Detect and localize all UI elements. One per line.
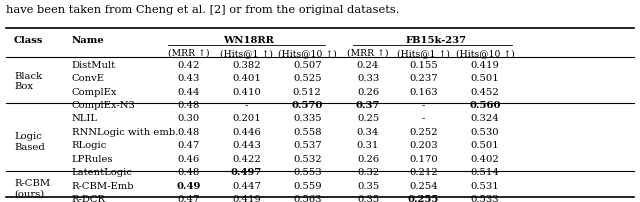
Text: 0.402: 0.402 (471, 155, 499, 164)
Text: 0.401: 0.401 (232, 74, 261, 83)
Text: 0.37: 0.37 (356, 101, 380, 110)
Text: 0.530: 0.530 (471, 128, 499, 137)
Text: 0.26: 0.26 (357, 88, 379, 97)
Text: 0.47: 0.47 (178, 141, 200, 150)
Text: LatentLogic: LatentLogic (72, 168, 132, 177)
Text: ComplEx: ComplEx (72, 88, 117, 97)
Text: 0.43: 0.43 (178, 74, 200, 83)
Text: 0.497: 0.497 (231, 168, 262, 177)
Text: 0.237: 0.237 (410, 74, 438, 83)
Text: 0.254: 0.254 (410, 182, 438, 190)
Text: 0.559: 0.559 (293, 182, 321, 190)
Text: LPRules: LPRules (72, 155, 113, 164)
Text: (MRR ↑): (MRR ↑) (168, 49, 210, 58)
Text: 0.324: 0.324 (471, 114, 499, 123)
Text: 0.382: 0.382 (232, 61, 260, 70)
Text: 0.44: 0.44 (177, 88, 200, 97)
Text: -: - (422, 114, 426, 123)
Text: 0.501: 0.501 (471, 141, 499, 150)
Text: 0.46: 0.46 (178, 155, 200, 164)
Text: RLogic: RLogic (72, 141, 107, 150)
Text: 0.203: 0.203 (410, 141, 438, 150)
Text: 0.25: 0.25 (357, 114, 379, 123)
Text: 0.252: 0.252 (410, 128, 438, 137)
Text: Class: Class (14, 36, 44, 45)
Text: 0.30: 0.30 (178, 114, 200, 123)
Text: 0.531: 0.531 (471, 182, 499, 190)
Text: 0.32: 0.32 (357, 168, 379, 177)
Text: 0.533: 0.533 (471, 195, 499, 202)
Text: 0.525: 0.525 (293, 74, 321, 83)
Text: FB15k-237: FB15k-237 (406, 36, 467, 45)
Text: 0.419: 0.419 (232, 195, 261, 202)
Text: 0.163: 0.163 (410, 88, 438, 97)
Text: 0.255: 0.255 (408, 195, 440, 202)
Text: Logic
Based: Logic Based (14, 132, 45, 152)
Text: Name: Name (72, 36, 104, 45)
Text: ComplEx-N3: ComplEx-N3 (72, 101, 136, 110)
Text: -: - (422, 101, 426, 110)
Text: 0.42: 0.42 (178, 61, 200, 70)
Text: 0.335: 0.335 (293, 114, 321, 123)
Text: (MRR ↑): (MRR ↑) (347, 49, 389, 58)
Text: 0.155: 0.155 (410, 61, 438, 70)
Text: (Hits@1 ↑): (Hits@1 ↑) (220, 49, 273, 58)
Text: 0.558: 0.558 (293, 128, 321, 137)
Text: 0.537: 0.537 (293, 141, 321, 150)
Text: 0.501: 0.501 (471, 74, 499, 83)
Text: 0.31: 0.31 (357, 141, 379, 150)
Text: 0.447: 0.447 (232, 182, 261, 190)
Text: 0.443: 0.443 (232, 141, 261, 150)
Text: 0.410: 0.410 (232, 88, 261, 97)
Text: 0.212: 0.212 (410, 168, 438, 177)
Text: 0.47: 0.47 (178, 195, 200, 202)
Text: 0.514: 0.514 (470, 168, 500, 177)
Text: Black
Box: Black Box (14, 72, 42, 91)
Text: ConvE: ConvE (72, 74, 105, 83)
Text: 0.33: 0.33 (357, 74, 379, 83)
Text: (Hits@1 ↑): (Hits@1 ↑) (397, 49, 450, 58)
Text: 0.170: 0.170 (410, 155, 438, 164)
Text: 0.48: 0.48 (178, 128, 200, 137)
Text: 0.49: 0.49 (177, 182, 201, 190)
Text: 0.34: 0.34 (357, 128, 379, 137)
Text: 0.35: 0.35 (357, 182, 379, 190)
Text: 0.35: 0.35 (357, 195, 379, 202)
Text: (Hits@10 ↑): (Hits@10 ↑) (456, 49, 515, 58)
Text: 0.512: 0.512 (293, 88, 321, 97)
Text: 0.48: 0.48 (178, 168, 200, 177)
Text: DistMult: DistMult (72, 61, 116, 70)
Text: 0.563: 0.563 (293, 195, 321, 202)
Text: have been taken from Cheng et al. [2] or from the original datasets.: have been taken from Cheng et al. [2] or… (6, 5, 400, 15)
Text: RNNLogic with emb.: RNNLogic with emb. (72, 128, 178, 137)
Text: 0.422: 0.422 (232, 155, 260, 164)
Text: 0.26: 0.26 (357, 155, 379, 164)
Text: 0.201: 0.201 (232, 114, 260, 123)
Text: R-CBM
(ours): R-CBM (ours) (14, 179, 50, 199)
Text: R-DCR: R-DCR (72, 195, 106, 202)
Text: 0.24: 0.24 (357, 61, 379, 70)
Text: NLIL: NLIL (72, 114, 98, 123)
Text: 0.419: 0.419 (470, 61, 500, 70)
Text: 0.570: 0.570 (291, 101, 323, 110)
Text: 0.507: 0.507 (293, 61, 321, 70)
Text: 0.553: 0.553 (293, 168, 321, 177)
Text: WN18RR: WN18RR (223, 36, 274, 45)
Text: -: - (244, 101, 248, 110)
Text: (Hits@10 ↑): (Hits@10 ↑) (278, 49, 337, 58)
Text: 0.532: 0.532 (293, 155, 321, 164)
Text: 0.446: 0.446 (232, 128, 260, 137)
Text: 0.48: 0.48 (178, 101, 200, 110)
Text: 0.452: 0.452 (471, 88, 499, 97)
Text: 0.560: 0.560 (469, 101, 501, 110)
Text: R-CBM-Emb: R-CBM-Emb (72, 182, 134, 190)
